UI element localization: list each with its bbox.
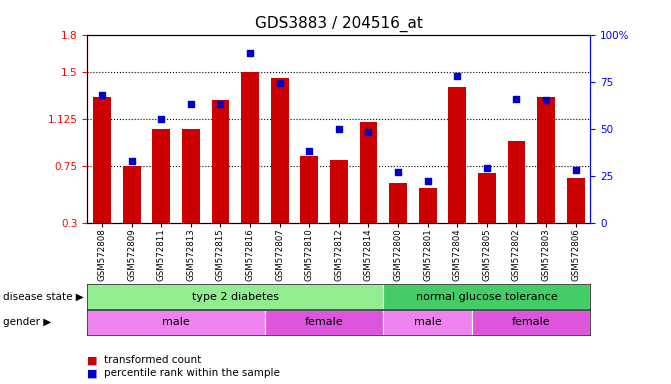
Bar [265, 310, 383, 335]
Text: transformed count: transformed count [104, 355, 201, 365]
Bar [478, 172, 496, 223]
Bar [330, 160, 348, 223]
Text: disease state ▶: disease state ▶ [3, 291, 84, 302]
Point [452, 73, 462, 79]
Point [422, 178, 433, 184]
Bar [383, 310, 472, 335]
Text: female: female [512, 317, 551, 328]
Bar [448, 87, 466, 223]
Bar [211, 100, 229, 223]
Title: GDS3883 / 204516_at: GDS3883 / 204516_at [255, 16, 423, 32]
Bar [93, 97, 111, 223]
Point [541, 98, 552, 104]
Text: gender ▶: gender ▶ [3, 317, 52, 328]
Point [274, 80, 285, 86]
Point [511, 96, 522, 102]
Point [156, 116, 166, 122]
Point [185, 101, 196, 107]
Point [304, 148, 315, 154]
Point [363, 129, 374, 136]
Text: percentile rank within the sample: percentile rank within the sample [104, 368, 280, 378]
Bar [360, 122, 377, 223]
Text: ■: ■ [87, 355, 98, 365]
Bar [123, 166, 140, 223]
Bar [419, 188, 437, 223]
Bar [507, 141, 525, 223]
Point [215, 101, 226, 107]
Bar [87, 310, 265, 335]
Point [126, 157, 137, 164]
Bar [87, 284, 383, 309]
Text: normal glucose tolerance: normal glucose tolerance [416, 291, 558, 302]
Bar [301, 156, 318, 223]
Bar [389, 182, 407, 223]
Bar [567, 177, 584, 223]
Bar [152, 129, 170, 223]
Point [97, 92, 107, 98]
Point [570, 167, 581, 173]
Text: male: male [162, 317, 190, 328]
Point [393, 169, 403, 175]
Point [482, 165, 493, 171]
Point [245, 50, 256, 56]
Bar [383, 284, 590, 309]
Text: male: male [414, 317, 442, 328]
Bar [271, 78, 289, 223]
Point [333, 126, 344, 132]
Text: ■: ■ [87, 368, 98, 378]
Bar [472, 310, 590, 335]
Bar [182, 129, 200, 223]
Text: female: female [305, 317, 344, 328]
Text: type 2 diabetes: type 2 diabetes [192, 291, 278, 302]
Bar [241, 72, 259, 223]
Bar [537, 97, 555, 223]
